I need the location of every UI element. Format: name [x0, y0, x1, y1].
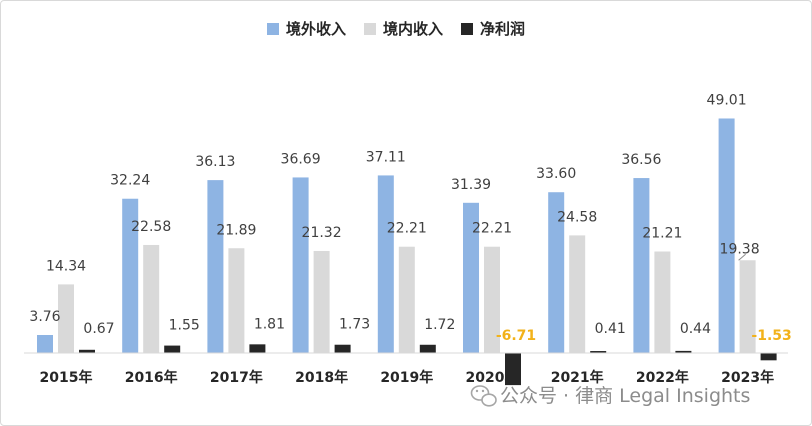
value-label-s1-2018年: 36.69 [281, 151, 321, 167]
value-label-s2-2016年: 22.58 [131, 219, 171, 235]
bar-s3-2020年 [505, 353, 521, 386]
value-label-s1-2022年: 36.56 [621, 152, 661, 168]
value-label-s3-2015年: 0.67 [83, 321, 114, 337]
category-label-2018年: 2018年 [295, 369, 348, 386]
watermark: 公众号 · 律商 Legal Insights [470, 385, 750, 407]
value-label-s3-2023年: -1.53 [751, 328, 791, 344]
legend-label-3: 净利润 [480, 20, 525, 38]
value-label-s3-2019年: 1.72 [424, 317, 455, 333]
bar-s2-2018年 [313, 250, 330, 353]
legend-label-1: 境外收入 [286, 20, 346, 38]
category-label-2022年: 2022年 [636, 369, 689, 386]
bar-s1-2022年 [633, 178, 650, 353]
bar-s1-2017年 [207, 180, 224, 353]
bar-s1-2018年 [292, 177, 309, 353]
bar-s2-2019年 [398, 246, 415, 353]
value-label-s3-2018年: 1.73 [339, 317, 370, 333]
value-label-s3-2020年: -6.71 [496, 328, 536, 344]
bar-s1-2019年 [377, 175, 394, 353]
bar-s2-2022年 [654, 251, 671, 353]
value-label-s1-2016年: 32.24 [110, 173, 150, 189]
value-label-s2-2021年: 24.58 [557, 209, 597, 225]
value-label-s1-2023年: 49.01 [707, 92, 747, 108]
value-label-s3-2016年: 1.55 [169, 318, 200, 334]
bar-s3-2015年 [79, 349, 95, 353]
category-label-2016年: 2016年 [125, 369, 178, 386]
category-label-2021年: 2021年 [551, 369, 604, 386]
bar-s1-2015年 [37, 335, 53, 353]
value-label-s3-2017年: 1.81 [254, 316, 285, 332]
leader-line-2023年 [738, 253, 746, 261]
bar-s1-2016年 [122, 198, 139, 353]
chart-bars [37, 118, 777, 386]
chart-legend: 境外收入 境内收入 净利润 [267, 20, 525, 38]
bar-s1-2023年 [718, 118, 735, 353]
watermark-text: 公众号 · 律商 Legal Insights [500, 385, 750, 407]
bar-s1-2020年 [463, 202, 479, 353]
bar-s3-2021年 [590, 351, 607, 353]
bar-s3-2022年 [675, 350, 692, 353]
legend-label-2: 境内收入 [383, 20, 443, 38]
category-label-2019年: 2019年 [380, 369, 433, 386]
bar-s2-2015年 [58, 284, 74, 353]
category-label-2023年: 2023年 [721, 369, 774, 386]
category-label-2020年: 2020年 [466, 369, 519, 386]
bar-s3-2019年 [419, 344, 436, 353]
category-label-2015年: 2015年 [40, 369, 93, 386]
category-label-2017年: 2017年 [210, 369, 263, 386]
bar-s3-2017年 [249, 344, 266, 353]
value-label-s3-2022年: 0.44 [680, 321, 711, 337]
value-labels: 3.76 14.34 0.67 32.24 22.58 1.55 36.13 21.89 1.8… [29, 92, 791, 344]
value-label-s2-2023年: 19.38 [720, 241, 760, 257]
bar-s3-2018年 [334, 344, 351, 353]
bar-s2-2017年 [228, 248, 245, 353]
bar-s2-2021年 [569, 235, 586, 353]
value-label-s1-2021年: 33.60 [536, 166, 576, 182]
category-labels: 2015年 2016年 2017年 2018年 2019年 2020年 2021年 2022年… [40, 369, 775, 386]
bar-s2-2016年 [143, 244, 160, 353]
value-label-s2-2022年: 21.21 [642, 226, 682, 242]
bar-s2-2023年 [739, 260, 756, 353]
value-label-s1-2015年: 3.76 [29, 309, 60, 325]
bar-s1-2021年 [548, 192, 565, 353]
value-label-s3-2021年: 0.41 [595, 321, 626, 337]
value-label-s2-2015年: 14.34 [46, 258, 86, 274]
value-label-s1-2019年: 37.11 [366, 149, 406, 165]
value-label-s1-2020年: 31.39 [451, 177, 491, 193]
legend-swatch-1 [267, 23, 279, 35]
value-label-s2-2020年: 22.21 [472, 221, 512, 237]
value-label-s2-2018年: 21.32 [302, 225, 342, 241]
wechat-icon [470, 385, 497, 407]
value-label-s2-2017年: 21.89 [216, 222, 256, 238]
legend-swatch-2 [364, 23, 376, 35]
value-label-s2-2019年: 22.21 [387, 221, 427, 237]
bar-s3-2016年 [164, 345, 181, 353]
bar-s3-2023年 [760, 353, 777, 361]
legend-swatch-3 [461, 23, 473, 35]
value-label-s1-2017年: 36.13 [195, 154, 235, 170]
bar-s2-2020年 [484, 246, 500, 353]
